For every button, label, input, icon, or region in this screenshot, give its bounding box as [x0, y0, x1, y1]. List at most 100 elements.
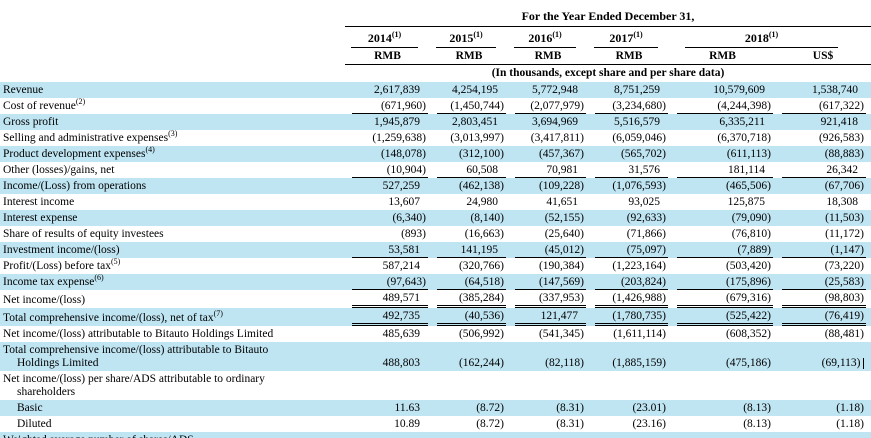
value-cell: (503,420)	[670, 258, 775, 274]
value-cell: (148,078)	[345, 146, 430, 162]
value-cell: (203,824)	[588, 274, 670, 290]
value-cell: 2,617,839	[345, 82, 430, 98]
value-cell: (385,284)	[430, 290, 508, 308]
value-cell: (2,077,979)	[508, 98, 588, 114]
value-cell: (1,076,593)	[588, 178, 670, 194]
value-cell: (75,097)	[588, 242, 670, 258]
value-cell: 125,875	[670, 194, 775, 210]
value-cell: 18,308	[775, 194, 871, 210]
value-cell: 485,639	[345, 326, 430, 342]
value-cell: (162,244)	[430, 342, 508, 371]
value-cell: (1.18)	[775, 416, 871, 432]
value-cell: (893)	[345, 226, 430, 242]
value-cell: (465,506)	[670, 178, 775, 194]
value-cell: 1,945,879	[345, 114, 430, 130]
value-cell: 60,508	[430, 162, 508, 178]
value-cell: (926,583)	[775, 130, 871, 146]
value-cell: 492,735	[345, 308, 430, 326]
currency-header: US$	[775, 48, 871, 65]
value-cell: (565,702)	[588, 146, 670, 162]
value-cell	[588, 371, 670, 400]
row-label: Total comprehensive income/(loss), net o…	[0, 308, 345, 326]
table-row-interest-income: Interest income 13,607 24,980 41,651 93,…	[0, 194, 871, 210]
value-cell: (320,766)	[430, 258, 508, 274]
value-cell: (25,583)	[775, 274, 871, 290]
footnote-ref: (3)	[168, 129, 177, 138]
value-cell: (92,633)	[588, 210, 670, 226]
currency-header: RMB	[430, 48, 508, 65]
value-cell: (23.16)	[588, 416, 670, 432]
value-cell	[508, 432, 588, 438]
row-label: Weighted average number of shares/ADS	[0, 432, 345, 438]
value-cell: (3,234,680)	[588, 98, 670, 114]
footnote-ref: (1)	[552, 30, 561, 39]
value-cell: (64,518)	[430, 274, 508, 290]
year-header-2015: 2015(1)	[430, 27, 508, 49]
row-label: Cost of revenue(2)	[0, 98, 345, 114]
row-label: Diluted	[0, 416, 345, 432]
value-cell: 70,981	[508, 162, 588, 178]
value-cell: (475,186)	[670, 342, 775, 371]
row-label: Revenue	[0, 82, 345, 98]
value-cell	[775, 371, 871, 400]
value-cell: (1,780,735)	[588, 308, 670, 326]
value-cell: (76,419)	[775, 308, 871, 326]
table-row-per-share-ads-heading: Net income/(loss) per share/ADS attribut…	[0, 371, 871, 400]
value-cell	[345, 371, 430, 400]
value-cell: 8,751,259	[588, 82, 670, 98]
value-cell: (8,140)	[430, 210, 508, 226]
row-label: Total comprehensive income/(loss) attrib…	[0, 342, 345, 371]
value-cell: (88,481)	[775, 326, 871, 342]
value-cell: (671,960)	[345, 98, 430, 114]
value-cell: (79,090)	[670, 210, 775, 226]
footnote-ref: (1)	[392, 30, 401, 39]
value-cell: (8.13)	[670, 416, 775, 432]
value-cell: (10,904)	[345, 162, 430, 178]
value-cell: (98,803)	[775, 290, 871, 308]
row-label: Interest income	[0, 194, 345, 210]
table-row-investment-income-loss: Investment income/(loss) 53,581 141,195 …	[0, 242, 871, 258]
table-row-profit-loss-before-tax: Profit/(Loss) before tax(5) 587,214 (320…	[0, 258, 871, 274]
value-cell: (97,643)	[345, 274, 430, 290]
value-cell: (16,663)	[430, 226, 508, 242]
row-label: Product development expenses(4)	[0, 146, 345, 162]
value-cell: (11,172)	[775, 226, 871, 242]
value-cell	[670, 371, 775, 400]
value-cell: (1,611,114)	[588, 326, 670, 342]
table-row-interest-expense: Interest expense (6,340) (8,140) (52,155…	[0, 210, 871, 226]
header-spacer	[0, 0, 345, 27]
row-label: Investment income/(loss)	[0, 242, 345, 258]
value-cell: 5,772,948	[508, 82, 588, 98]
value-cell: 10.89	[345, 416, 430, 432]
value-cell: 121,477	[508, 308, 588, 326]
value-cell: (109,228)	[508, 178, 588, 194]
value-cell: (76,810)	[670, 226, 775, 242]
table-row-gross-profit: Gross profit 1,945,879 2,803,451 3,694,9…	[0, 114, 871, 130]
row-label: Net income/(loss)	[0, 290, 345, 308]
footnote-ref: (1)	[633, 30, 642, 39]
table-row-basic: Basic 11.63 (8.72) (8.31) (23.01) (8.13)…	[0, 400, 871, 416]
value-cell: 31,576	[588, 162, 670, 178]
footnote-ref: (1)	[473, 30, 482, 39]
currency-header: RMB	[508, 48, 588, 65]
value-cell: (1.18)	[775, 400, 871, 416]
header-currency-row: RMB RMB RMB RMB RMB US$	[0, 48, 871, 65]
row-label: Basic	[0, 400, 345, 416]
value-cell: (541,345)	[508, 326, 588, 342]
value-cell: (88,883)	[775, 146, 871, 162]
row-label: Profit/(Loss) before tax(5)	[0, 258, 345, 274]
value-cell: 53,581	[345, 242, 430, 258]
table-row-net-income-attributable-bitauto: Net income/(loss) attributable to Bitaut…	[0, 326, 871, 342]
row-label: Net income/(loss) per share/ADS attribut…	[0, 371, 345, 400]
table-row-diluted: Diluted 10.89 (8.72) (8.31) (23.16) (8.1…	[0, 416, 871, 432]
value-cell: (1,147)	[775, 242, 871, 258]
row-label: Share of results of equity investees	[0, 226, 345, 242]
financial-statement-page: For the Year Ended December 31, 2014(1) …	[0, 0, 871, 438]
value-cell: (462,138)	[430, 178, 508, 194]
value-cell: (7,889)	[670, 242, 775, 258]
value-cell: 2,803,451	[430, 114, 508, 130]
footnote-ref: (7)	[214, 309, 223, 318]
value-cell: 24,980	[430, 194, 508, 210]
header-years-row: 2014(1) 2015(1) 2016(1) 2017(1) 2018(1)	[0, 27, 871, 49]
table-row-total-comprehensive-income: Total comprehensive income/(loss), net o…	[0, 308, 871, 326]
